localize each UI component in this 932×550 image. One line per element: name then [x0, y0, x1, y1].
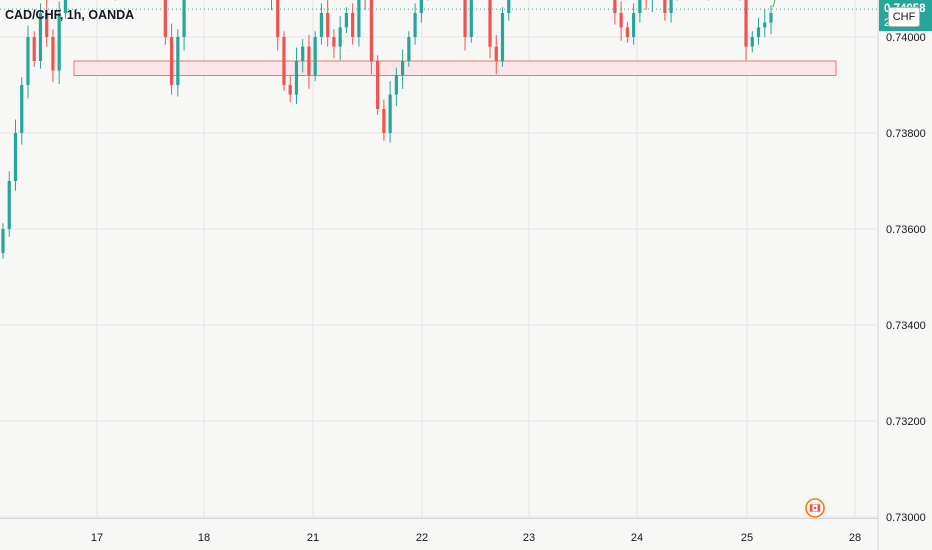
candle-down — [45, 13, 49, 37]
x-tick-label: 18 — [198, 532, 210, 544]
candle-up — [401, 61, 405, 76]
candle-down — [51, 37, 55, 71]
candle-down — [494, 46, 498, 61]
candle-up — [756, 27, 761, 37]
plot-background — [0, 0, 878, 518]
y-tick-label: 0.73400 — [886, 320, 926, 332]
candle-down — [488, 0, 492, 47]
candle-up — [357, 0, 361, 37]
candle-up — [407, 37, 411, 61]
flag-icon-leaf — [813, 506, 817, 510]
candle-down — [282, 37, 286, 85]
candle-up — [319, 13, 324, 37]
candle-down — [382, 109, 386, 133]
candle-up — [500, 13, 505, 61]
y-tick-label: 0.74000 — [886, 32, 926, 44]
candle-down — [276, 0, 280, 38]
grid-layer — [0, 0, 878, 518]
candle-up — [750, 37, 754, 47]
candle-up — [176, 37, 180, 85]
candle-down — [307, 46, 311, 76]
y-tick-label: 0.73000 — [886, 512, 926, 524]
x-tick-label: 28 — [849, 532, 861, 544]
candle-up — [507, 0, 511, 13]
x-tick-label: 21 — [307, 532, 319, 544]
candle-up — [301, 46, 305, 61]
candle-up — [57, 13, 61, 71]
x-tick-label: 23 — [523, 532, 535, 544]
candle-down — [613, 0, 617, 13]
candle-down — [326, 13, 330, 37]
support-zone — [73, 60, 837, 76]
candle-up — [7, 181, 11, 229]
candle-up — [313, 37, 317, 76]
x-tick-label: 22 — [416, 532, 428, 544]
candle-up — [338, 27, 342, 47]
candle-down — [463, 0, 467, 37]
y-tick-label: 0.73200 — [886, 416, 926, 428]
candle-up — [13, 133, 18, 181]
candle-down — [744, 0, 748, 47]
canada-flag-icon[interactable] — [805, 498, 825, 518]
candle-down — [351, 13, 355, 37]
candle-down — [663, 0, 667, 13]
candle-up — [388, 94, 392, 133]
candle-down — [163, 0, 167, 37]
y-tick-label: 0.73800 — [886, 128, 926, 140]
candle-up — [469, 0, 473, 37]
candle-up — [294, 61, 299, 95]
candle-down — [369, 0, 373, 62]
candle-down — [288, 85, 292, 95]
x-tick-label: 24 — [631, 532, 643, 544]
symbol-title: CAD/CHF, 1h, OANDA — [5, 8, 135, 22]
candle-up — [669, 0, 673, 13]
candle-layer — [1, 0, 773, 259]
candle-down — [169, 37, 174, 85]
candle-up — [394, 75, 398, 95]
candle-up — [638, 0, 642, 13]
candle-up — [26, 37, 30, 85]
candle-down — [625, 27, 629, 37]
overlay-layer — [0, 0, 878, 518]
candle-up — [413, 13, 417, 37]
candle-down — [32, 37, 36, 61]
candle-up — [182, 0, 186, 37]
candle-up — [63, 0, 68, 13]
currency-button[interactable]: CHF — [888, 7, 920, 27]
candle-up — [20, 85, 24, 133]
candle-down — [619, 13, 623, 28]
candle-up — [1, 229, 5, 253]
zone-layer — [73, 60, 837, 76]
candle-up — [763, 22, 767, 28]
flag-icon-band-left — [810, 504, 813, 512]
candle-up — [38, 13, 43, 61]
candle-up — [419, 0, 423, 13]
candle-down — [332, 37, 336, 47]
candle-up — [632, 13, 636, 37]
y-tick-label: 0.73600 — [886, 224, 926, 236]
candle-up — [769, 13, 773, 23]
flag-icon-band-right — [817, 504, 820, 512]
x-tick-label: 17 — [91, 532, 103, 544]
x-tick-label: 25 — [741, 532, 753, 544]
candle-down — [376, 61, 380, 109]
candle-up — [344, 13, 349, 28]
